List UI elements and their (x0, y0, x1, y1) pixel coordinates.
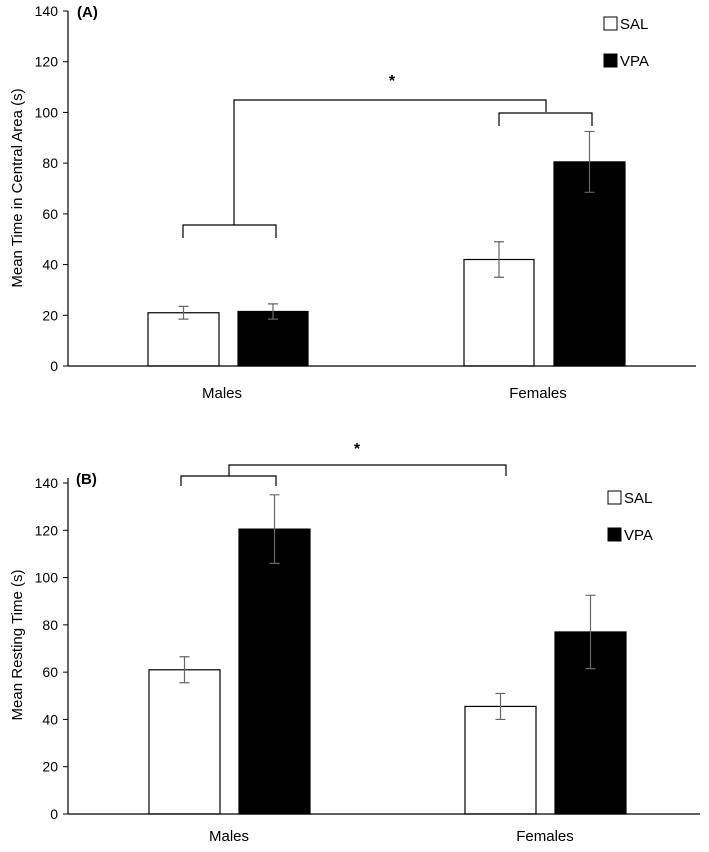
panel-b-y-tick-label: 120 (35, 522, 59, 538)
panel-a-y-axis-title: Mean Time in Central Area (s) (9, 88, 26, 287)
panel-a-legend-sal: SAL (620, 16, 648, 33)
panel-a-label: (A) (77, 4, 98, 21)
panel-a-bar-vpa-females-error-bar (584, 130, 595, 193)
panel-b-legend-swatch-vpa (607, 527, 622, 542)
panel-a-legend-swatch-vpa (603, 53, 618, 68)
panel-b-sex-comparison-bracket (228, 464, 507, 476)
panel-a-females-bracket (498, 112, 593, 126)
panel-a-chart: (A) Mean Time in Central Area (s) 0 20 40 6… (9, 3, 696, 402)
panel-b-bar-vpa-males-error-bar (269, 494, 280, 564)
panel-a-y-tick-label: 40 (42, 257, 58, 273)
panel-a-bar-sal-males-error-bar (178, 305, 189, 320)
panel-a-bar-sal-males (147, 312, 220, 367)
panel-b-legend-vpa: VPA (624, 527, 653, 544)
panel-b-significance-star: * (354, 441, 361, 458)
panel-a-bar-vpa-females (553, 161, 626, 367)
panel-a-y-tick-label: 140 (35, 3, 59, 19)
panel-a-y-tick-label: 60 (42, 206, 58, 222)
panel-a-y-tick-label: 80 (42, 155, 58, 171)
panel-b-y-tick-label: 100 (35, 570, 59, 586)
panel-b-y-tick-label: 60 (42, 664, 58, 680)
panel-a-significance-star: * (389, 73, 396, 90)
panel-b-bar-sal-females (464, 705, 537, 815)
panel-a-legend-swatch-sal (603, 16, 618, 31)
panel-b-legend-swatch-sal (607, 490, 622, 505)
panel-a-legend-vpa: VPA (620, 53, 649, 70)
panel-b-y-tick-label: 20 (42, 759, 58, 775)
panel-a-category-label-females: Females (509, 385, 567, 402)
panel-b-males-bracket (180, 475, 277, 486)
panel-a-y-tick-label: 20 (42, 307, 58, 323)
panel-b-bar-vpa-males (238, 528, 311, 815)
panel-a-y-tick-label: 120 (35, 54, 59, 70)
panel-a-sex-comparison-bracket (233, 99, 547, 225)
panel-b-bar-sal-males-error-bar (179, 656, 190, 684)
panel-b-category-label-females: Females (516, 828, 574, 845)
panel-a-y-tick-label: 0 (50, 358, 58, 374)
panel-a-males-bracket (182, 224, 277, 238)
panel-b-y-tick-label: 80 (42, 617, 58, 633)
panel-b-chart: (B) Mean Resting Time (s) 0 20 40 60 80 100 12… (9, 441, 700, 845)
panel-a-category-label-males: Males (202, 385, 242, 402)
panel-a-bar-vpa-males-error-bar (268, 303, 278, 320)
panel-b-y-tick-label: 40 (42, 711, 58, 727)
panel-b-y-tick-label: 0 (50, 806, 58, 822)
panel-b-bar-sal-males (148, 669, 221, 815)
panel-b-bar-vpa-females-error-bar (585, 594, 596, 670)
panel-b-category-label-males: Males (209, 828, 249, 845)
panel-b-label: (B) (76, 471, 97, 488)
panel-b-y-axis-title: Mean Resting Time (s) (9, 570, 26, 721)
panel-a-bar-vpa-males (237, 310, 309, 367)
panel-a-bar-sal-females-error-bar (494, 241, 504, 278)
panel-b-legend-sal: SAL (624, 490, 652, 507)
panel-a-y-tick-label: 100 (35, 104, 59, 120)
panel-b-y-tick-label: 140 (35, 475, 59, 491)
panel-b-bar-sal-females-error-bar (495, 692, 506, 721)
